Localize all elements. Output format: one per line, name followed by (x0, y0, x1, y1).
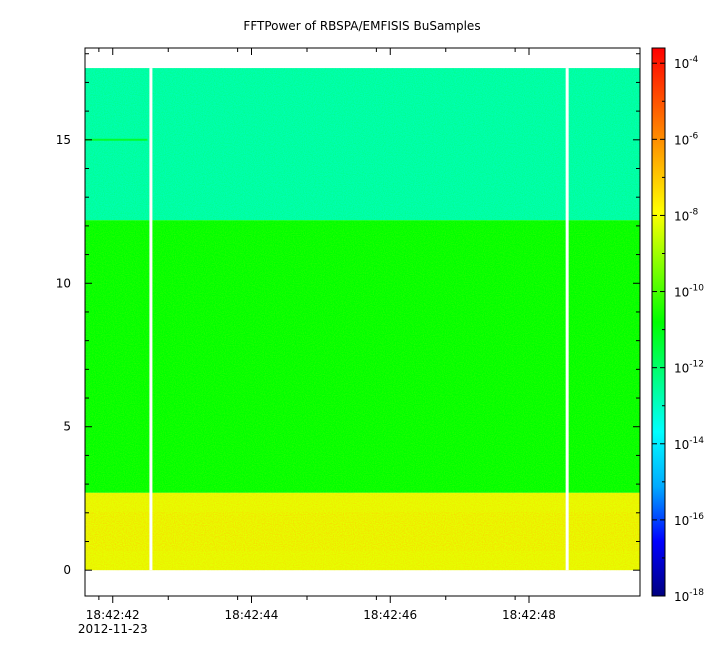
heatmap-speckle (85, 68, 640, 571)
data-gaps (149, 68, 569, 571)
y-tick-label: 15 (56, 133, 71, 147)
colorbar-tick-exponent: -4 (689, 55, 698, 65)
colorbar-ticks: 10-4 10-6 10-8 10-10 10-12 10-14 10-16 10-18 (652, 55, 704, 604)
colorbar-tick-label: 10-18 (674, 588, 704, 604)
y-tick-label: 10 (56, 276, 71, 290)
plot-area (84, 47, 641, 597)
x-tick-label: 18:42:46 (363, 608, 417, 622)
y-tick-label: 5 (63, 420, 71, 434)
colorbar-tick-exponent: -16 (689, 512, 704, 522)
colorbar-tick-label: 10-16 (674, 512, 704, 528)
colorbar: 10-4 10-6 10-8 10-10 10-12 10-14 10-16 10-18 (651, 47, 704, 604)
chart-title: FFTPower of RBSPA/EMFISIS BuSamples (243, 19, 480, 33)
heatmap-band-texture-1 (85, 220, 640, 493)
colorbar-tick-exponent: -18 (689, 588, 704, 598)
colorbar-tick-exponent: -8 (689, 207, 698, 217)
heatmap-band-core (85, 512, 640, 551)
x-date-label: 2012-11-23 (78, 622, 148, 636)
colorbar-tick-exponent: -12 (689, 360, 704, 370)
colorbar-tick-label: 10-4 (674, 55, 699, 71)
data-gap-1 (565, 68, 569, 571)
colorbar-tick-exponent: -6 (689, 131, 698, 141)
colorbar-tick-label: 10-14 (674, 436, 704, 452)
x-tick-label: 18:42:42 (86, 608, 140, 622)
y-axis: 0 5 10 15 (56, 53, 640, 577)
colorbar-tick-label: 10-8 (674, 207, 699, 223)
colorbar-tick-label: 10-12 (674, 360, 704, 376)
x-tick-label: 18:42:48 (502, 608, 556, 622)
heatmap-band-texture-2 (85, 68, 640, 221)
colorbar-tick-label: 10-6 (674, 131, 699, 147)
data-gap-0 (149, 68, 153, 571)
y-tick-label: 0 (63, 563, 71, 577)
plot-frame (84, 47, 641, 597)
colorbar-tick-label: 10-10 (674, 284, 704, 300)
x-tick-label: 18:42:44 (225, 608, 279, 622)
colorbar-tick-exponent: -14 (689, 436, 704, 446)
colorbar-scale (651, 47, 666, 597)
colorbar-tick-exponent: -10 (689, 284, 704, 294)
x-axis: 18:42:42 18:42:44 18:42:46 18:42:48 (86, 48, 556, 622)
